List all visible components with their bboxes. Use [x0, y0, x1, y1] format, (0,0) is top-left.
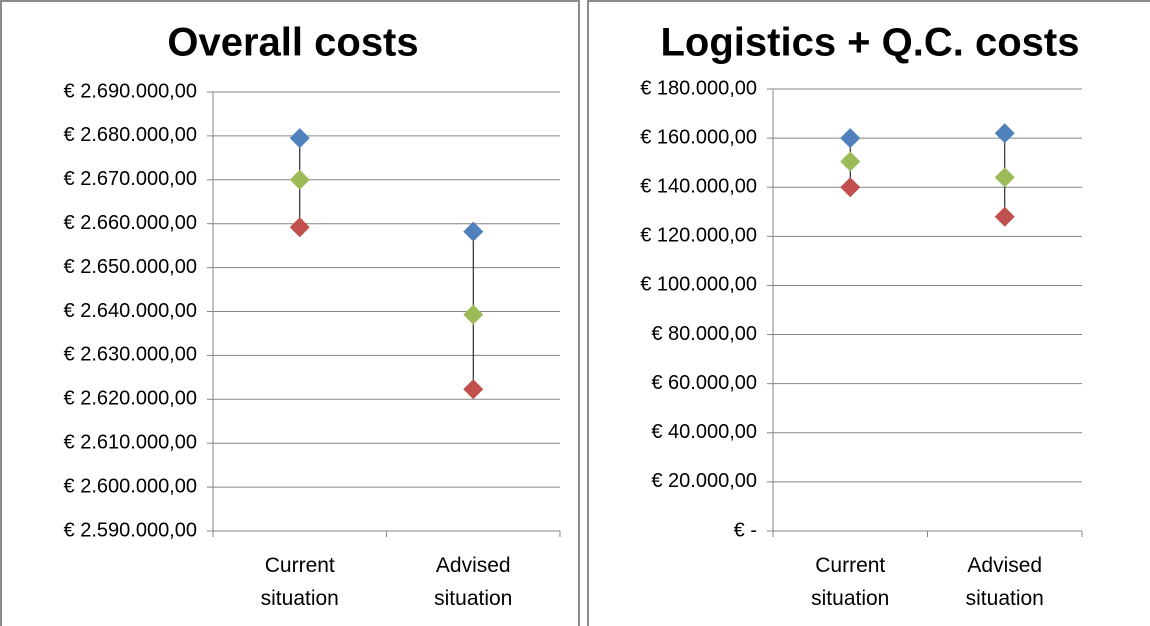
- y-tick-label: € 80.000,00: [651, 323, 757, 345]
- y-tick-label: € 140.000,00: [640, 176, 757, 198]
- marker: [289, 169, 310, 190]
- y-tick-label: € 2.630.000,00: [64, 344, 197, 366]
- marker: [994, 167, 1015, 188]
- marker: [840, 128, 861, 149]
- y-tick-label: € 40.000,00: [651, 421, 757, 443]
- y-tick-label: € 180.000,00: [640, 77, 757, 99]
- marker: [289, 217, 310, 238]
- y-tick-label: € 2.690.000,00: [64, 80, 197, 102]
- chart-title: Logistics + Q.C. costs: [660, 21, 1079, 65]
- marker: [463, 221, 484, 242]
- chart-title: Overall costs: [167, 21, 418, 65]
- x-tick-label: Current situation: [260, 554, 339, 610]
- y-tick-label: € 2.600.000,00: [64, 475, 197, 497]
- marker: [289, 128, 310, 149]
- x-tick-label: Current situation: [811, 554, 890, 610]
- panel-border: [0, 0, 580, 626]
- x-tick-label: Advised situation: [965, 554, 1044, 610]
- y-tick-label: € 100.000,00: [640, 274, 757, 296]
- y-tick-label: € 2.680.000,00: [64, 124, 197, 146]
- marker: [840, 177, 861, 198]
- y-tick-label: € 2.670.000,00: [64, 168, 197, 190]
- y-tick-label: € 160.000,00: [640, 126, 757, 148]
- marker: [840, 151, 861, 172]
- y-tick-label: € 2.610.000,00: [64, 431, 197, 453]
- y-tick-label: € 2.660.000,00: [64, 212, 197, 234]
- y-tick-label: € 2.650.000,00: [64, 256, 197, 278]
- x-tick-label: Advised situation: [434, 554, 513, 610]
- y-tick-label: € 2.590.000,00: [64, 519, 197, 541]
- marker: [994, 206, 1015, 227]
- marker: [463, 379, 484, 400]
- marker: [994, 123, 1015, 144]
- y-tick-label: € 60.000,00: [651, 372, 757, 394]
- y-tick-label: € -: [734, 519, 757, 541]
- y-tick-label: € 120.000,00: [640, 225, 757, 247]
- panel-border: [587, 0, 1150, 626]
- marker: [463, 304, 484, 325]
- y-tick-label: € 20.000,00: [651, 470, 757, 492]
- y-tick-label: € 2.640.000,00: [64, 300, 197, 322]
- y-tick-label: € 2.620.000,00: [64, 388, 197, 410]
